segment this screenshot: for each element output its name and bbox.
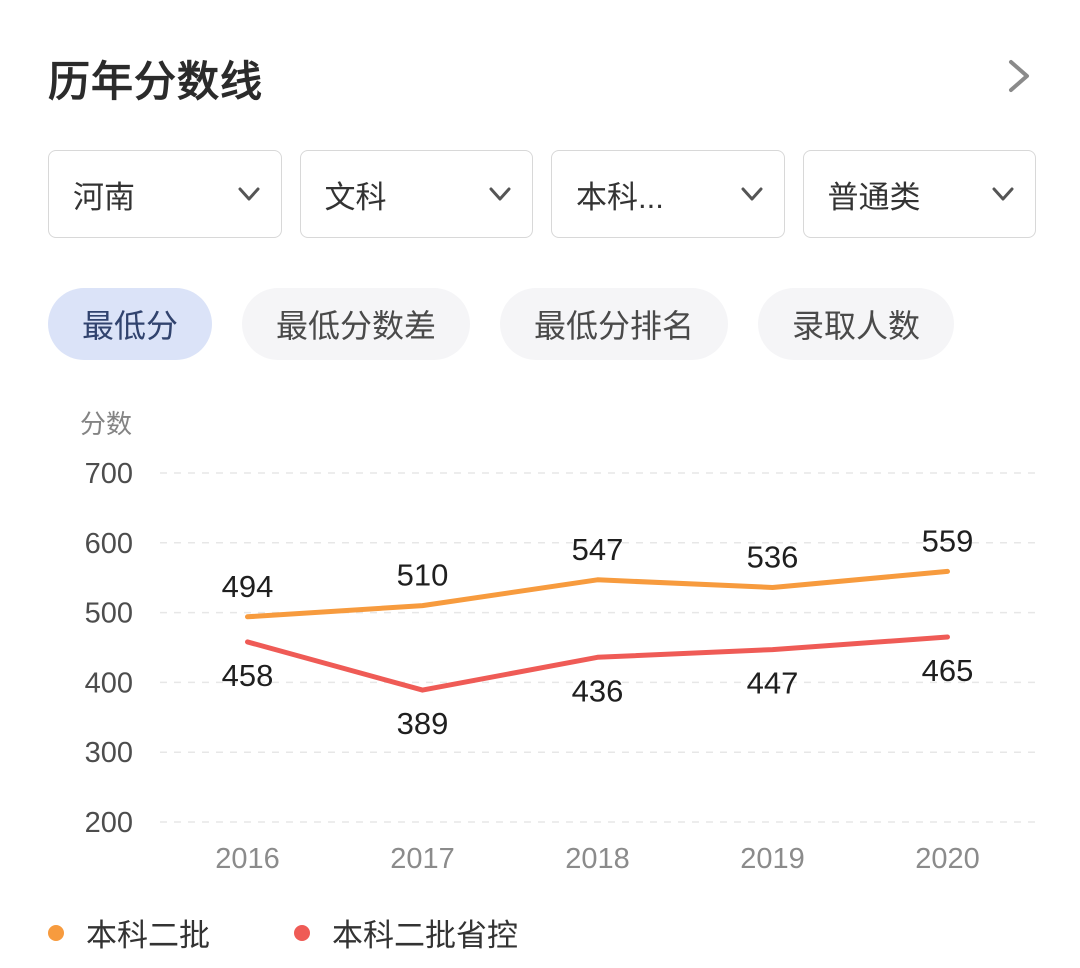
dropdown-category[interactable]: 普通类	[802, 150, 1036, 238]
legend-label: 本科二批	[86, 918, 210, 953]
dropdown-batch-value: 本科...	[576, 179, 664, 215]
tab-min-score-rank[interactable]: 最低分排名	[500, 288, 729, 360]
dropdown-category-value: 普通类	[827, 179, 921, 215]
tab-admission-count[interactable]: 录取人数	[758, 288, 955, 360]
tab-min-score[interactable]: 最低分	[48, 288, 213, 360]
legend-label: 本科二批省控	[332, 918, 518, 953]
dropdown-province[interactable]: 河南	[48, 150, 282, 238]
svg-text:200: 200	[85, 807, 133, 839]
dropdown-province-value: 河南	[73, 179, 135, 215]
page-title: 历年分数线	[48, 58, 264, 105]
legend-item-batch2-provincial: 本科二批省控	[294, 910, 518, 955]
svg-text:458: 458	[222, 658, 274, 693]
metric-tabs: 最低分 最低分数差 最低分排名 录取人数	[48, 288, 955, 360]
dropdown-subject[interactable]: 文科	[299, 150, 533, 238]
svg-text:536: 536	[747, 539, 799, 574]
legend-dot-red	[294, 924, 310, 941]
y-axis-title: 分数	[80, 409, 133, 439]
svg-text:400: 400	[85, 667, 133, 699]
score-line-chart: 700 600 500 400 300 200 2016 2017 2018 2019 2020 49…	[85, 458, 1035, 875]
svg-text:300: 300	[85, 737, 133, 769]
svg-text:389: 389	[397, 706, 449, 741]
legend-dot-orange	[48, 924, 64, 941]
tab-min-score-diff[interactable]: 最低分数差	[242, 288, 471, 360]
svg-text:547: 547	[572, 532, 624, 567]
svg-text:494: 494	[222, 569, 274, 604]
svg-text:2019: 2019	[740, 843, 805, 875]
chevron-right-icon[interactable]	[1006, 58, 1032, 94]
svg-text:2020: 2020	[915, 843, 980, 875]
svg-text:600: 600	[85, 528, 133, 560]
filter-row: 河南 文科 本科... 普通类	[48, 150, 1036, 238]
svg-text:2018: 2018	[565, 843, 630, 875]
svg-text:500: 500	[85, 598, 133, 630]
svg-text:447: 447	[747, 666, 799, 701]
chevron-down-icon	[237, 186, 261, 202]
chart-legend: 本科二批 本科二批省控	[48, 910, 518, 955]
svg-text:436: 436	[572, 673, 624, 708]
dropdown-subject-value: 文科	[324, 179, 387, 215]
svg-text:510: 510	[397, 558, 449, 593]
panel-header: 历年分数线	[48, 48, 1040, 105]
svg-text:2017: 2017	[390, 843, 455, 875]
chevron-down-icon	[740, 186, 764, 202]
chevron-down-icon	[488, 186, 512, 202]
svg-text:2016: 2016	[215, 843, 280, 875]
svg-text:465: 465	[922, 653, 974, 688]
dropdown-batch[interactable]: 本科...	[551, 150, 785, 238]
svg-text:700: 700	[85, 458, 133, 490]
legend-item-batch2: 本科二批	[48, 910, 210, 955]
chevron-down-icon	[991, 186, 1015, 202]
svg-text:559: 559	[922, 523, 974, 558]
